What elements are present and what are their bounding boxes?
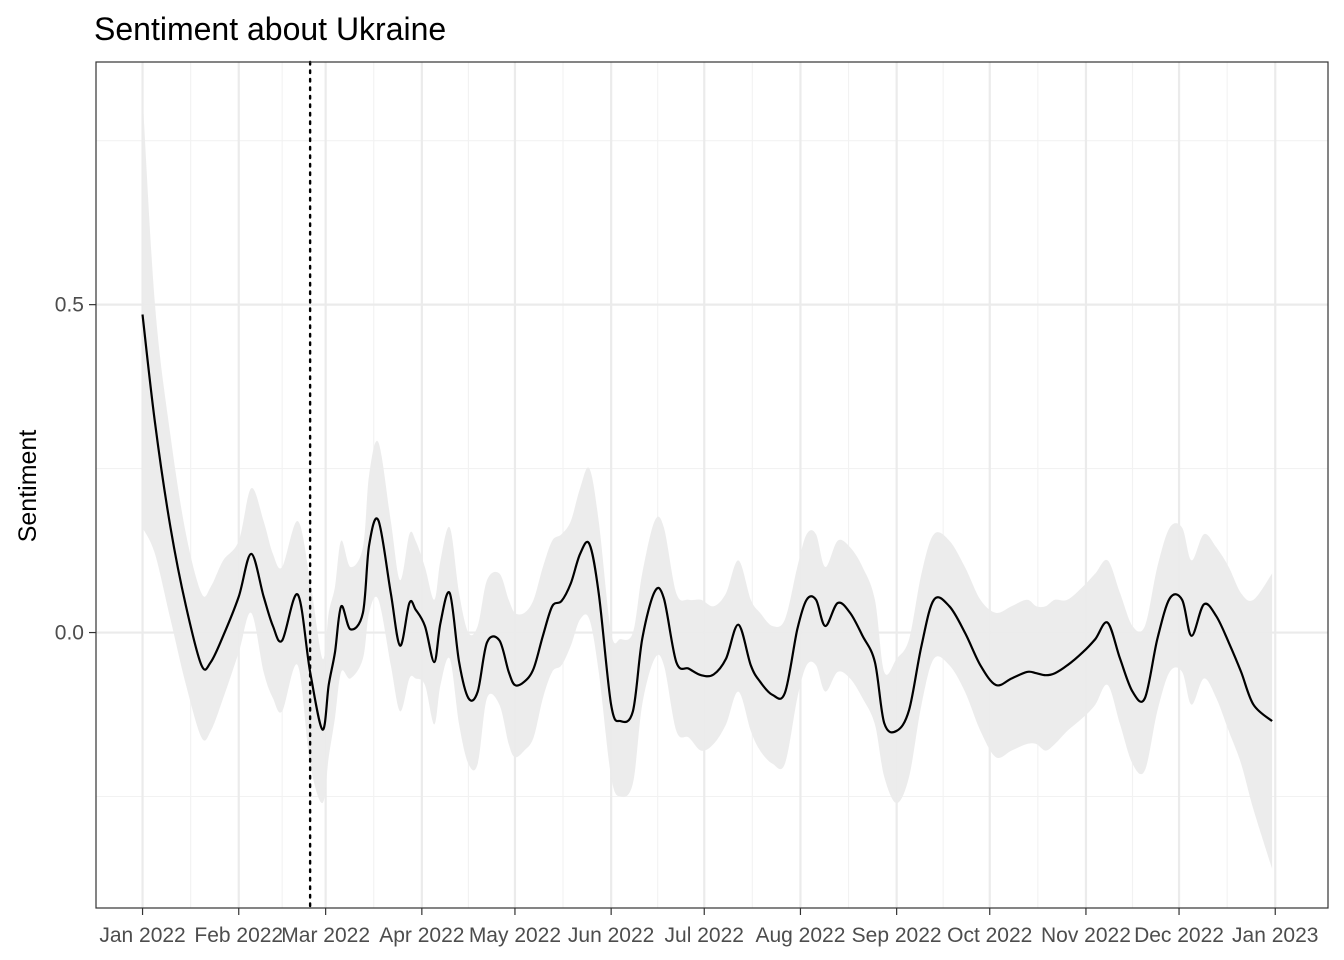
y-axis-label: Sentiment (14, 430, 42, 543)
y-tick-label: 0.0 (55, 622, 84, 645)
sentiment-line-layer (141, 314, 1273, 734)
x-tick-label: Mar 2022 (281, 924, 370, 947)
x-tick-label: Jun 2022 (568, 924, 654, 947)
x-tick-label: Nov 2022 (1041, 924, 1131, 947)
confidence-band-layer (142, 94, 1273, 869)
x-tick-label: Aug 2022 (755, 924, 845, 947)
x-tick-label: Sep 2022 (852, 924, 942, 947)
y-tick-label: 0.5 (55, 294, 84, 317)
x-tick-label: Dec 2022 (1134, 924, 1224, 947)
chart-title: Sentiment about Ukraine (94, 11, 446, 47)
y-axis: 0.0 0.5 (55, 294, 96, 645)
x-tick-label: Oct 2022 (947, 924, 1032, 947)
x-tick-label: Jan 2023 (1232, 924, 1318, 947)
plot-border (95, 61, 1329, 909)
sentiment-line (141, 314, 1273, 734)
confidence-band (142, 94, 1273, 869)
x-tick-label: Jan 2022 (99, 924, 185, 947)
x-tick-label: Apr 2022 (379, 924, 464, 947)
x-tick-label: Jul 2022 (665, 924, 744, 947)
x-tick-label: Feb 2022 (194, 924, 283, 947)
grid-minor (96, 62, 1328, 908)
plot-background (96, 62, 1328, 908)
x-tick-label: May 2022 (469, 924, 561, 947)
